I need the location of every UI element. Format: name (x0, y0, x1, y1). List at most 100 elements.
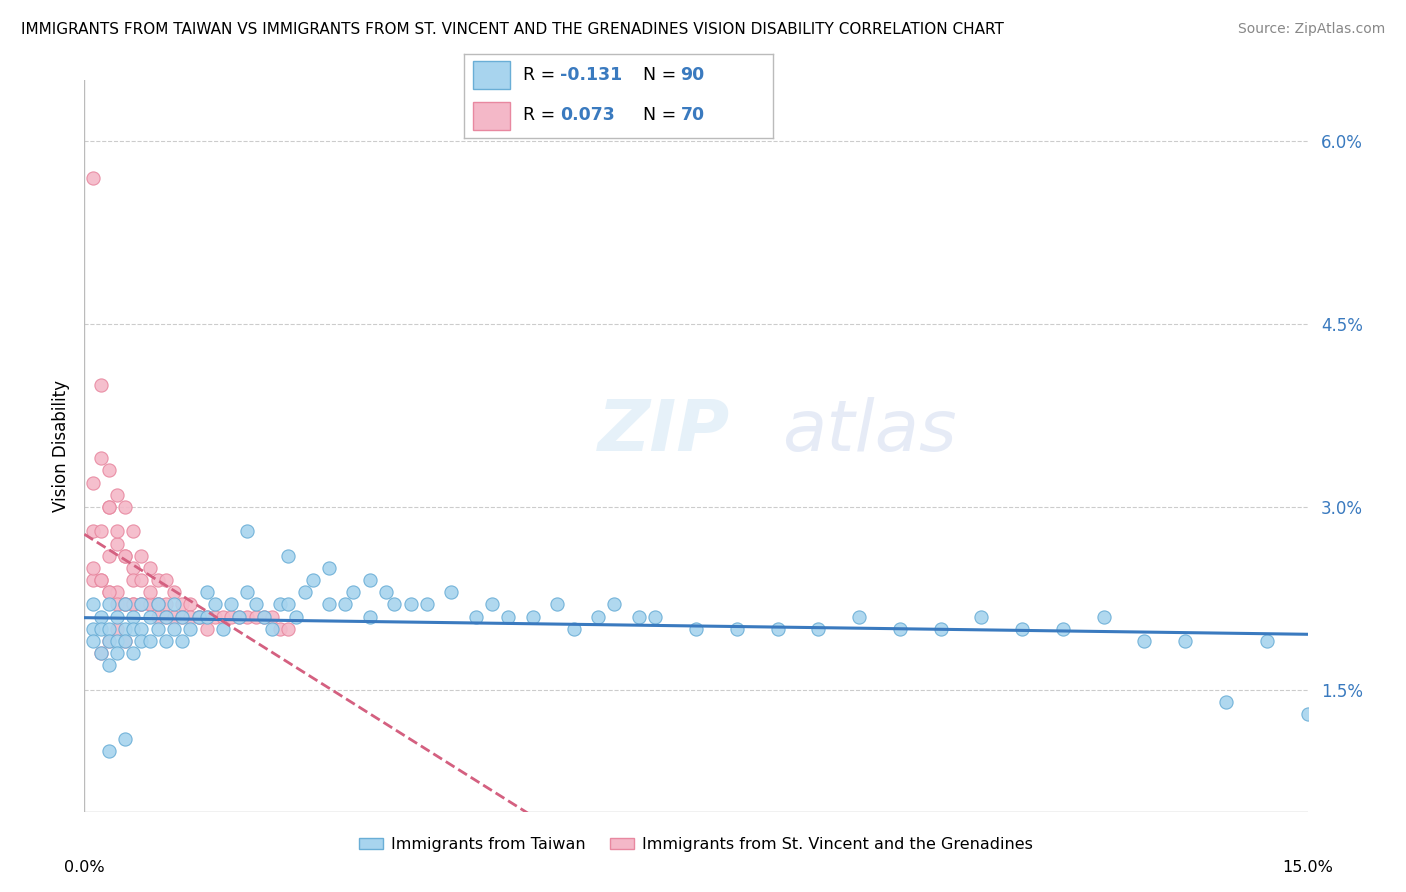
Point (1133, 634, 1156, 648)
Point (399, 598, 422, 612)
Point (375, 585, 398, 599)
Point (82, 170, 104, 185)
Point (603, 598, 626, 612)
Text: R =: R = (523, 66, 561, 84)
Point (138, 598, 160, 612)
Text: 0.073: 0.073 (560, 106, 614, 124)
Point (90, 646, 112, 660)
Point (114, 634, 136, 648)
Point (1011, 622, 1033, 636)
Point (138, 561, 160, 575)
Point (97, 598, 120, 612)
Point (146, 622, 169, 636)
Point (228, 609, 250, 624)
Point (481, 598, 503, 612)
Point (155, 598, 177, 612)
Point (212, 609, 235, 624)
Point (269, 598, 291, 612)
Point (97, 634, 120, 648)
Point (187, 609, 209, 624)
Point (131, 549, 153, 563)
Point (204, 609, 226, 624)
Text: N =: N = (644, 66, 682, 84)
Text: 70: 70 (681, 106, 704, 124)
Point (725, 622, 748, 636)
Point (285, 609, 308, 624)
Point (122, 622, 145, 636)
Point (131, 598, 153, 612)
Point (212, 622, 235, 636)
Point (301, 573, 323, 587)
Point (138, 609, 160, 624)
Point (172, 634, 194, 648)
Point (195, 622, 218, 636)
Point (138, 585, 160, 599)
Point (97, 622, 120, 636)
Point (766, 622, 789, 636)
Point (294, 585, 316, 599)
Point (236, 609, 259, 624)
Point (1256, 634, 1278, 648)
Point (131, 622, 153, 636)
Point (122, 646, 145, 660)
Point (138, 598, 160, 612)
Point (90, 573, 112, 587)
Point (146, 573, 169, 587)
Point (97, 585, 120, 599)
Point (131, 634, 153, 648)
Point (82, 475, 104, 490)
Point (546, 598, 568, 612)
Point (114, 549, 136, 563)
Point (155, 609, 177, 624)
Point (114, 598, 136, 612)
Point (562, 622, 585, 636)
Point (807, 622, 830, 636)
Point (848, 609, 870, 624)
Point (97, 658, 120, 673)
Point (155, 573, 177, 587)
Text: atlas: atlas (782, 397, 956, 466)
Text: R =: R = (523, 106, 561, 124)
Point (179, 622, 201, 636)
Point (97, 585, 120, 599)
FancyBboxPatch shape (474, 62, 510, 89)
Point (172, 598, 194, 612)
Point (122, 524, 145, 539)
Point (90, 622, 112, 636)
Point (1215, 695, 1237, 709)
Point (97, 500, 120, 514)
Point (464, 609, 486, 624)
Point (644, 609, 666, 624)
FancyBboxPatch shape (474, 102, 510, 130)
Point (586, 609, 609, 624)
Point (90, 378, 112, 392)
Point (105, 524, 128, 539)
Point (163, 598, 186, 612)
Point (440, 585, 463, 599)
Point (90, 646, 112, 660)
Point (245, 609, 267, 624)
Point (114, 598, 136, 612)
Point (236, 585, 259, 599)
Text: 15.0%: 15.0% (1282, 861, 1333, 875)
Point (277, 549, 299, 563)
Point (114, 622, 136, 636)
Point (929, 622, 952, 636)
Point (498, 609, 520, 624)
Point (179, 609, 201, 624)
Point (82, 561, 104, 575)
Point (172, 609, 194, 624)
Point (1296, 707, 1319, 722)
Point (889, 622, 911, 636)
Point (114, 549, 136, 563)
Point (245, 598, 267, 612)
Point (204, 598, 226, 612)
Point (187, 609, 209, 624)
Point (269, 622, 291, 636)
Point (163, 585, 186, 599)
Text: -0.131: -0.131 (560, 66, 621, 84)
Text: ZIP: ZIP (598, 397, 730, 466)
Point (318, 598, 340, 612)
Point (97, 463, 120, 477)
Point (253, 609, 276, 624)
